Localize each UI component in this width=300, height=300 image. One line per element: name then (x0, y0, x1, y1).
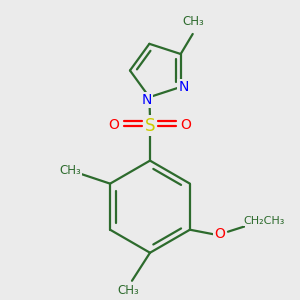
Text: CH₃: CH₃ (117, 284, 139, 297)
Text: O: O (109, 118, 119, 132)
Text: S: S (145, 117, 155, 135)
Text: CH₂CH₃: CH₂CH₃ (243, 216, 285, 226)
Text: N: N (141, 93, 152, 107)
Text: CH₃: CH₃ (59, 164, 81, 177)
Text: CH₃: CH₃ (183, 16, 205, 28)
Text: O: O (214, 227, 225, 241)
Text: O: O (181, 118, 191, 132)
Text: N: N (178, 80, 189, 94)
